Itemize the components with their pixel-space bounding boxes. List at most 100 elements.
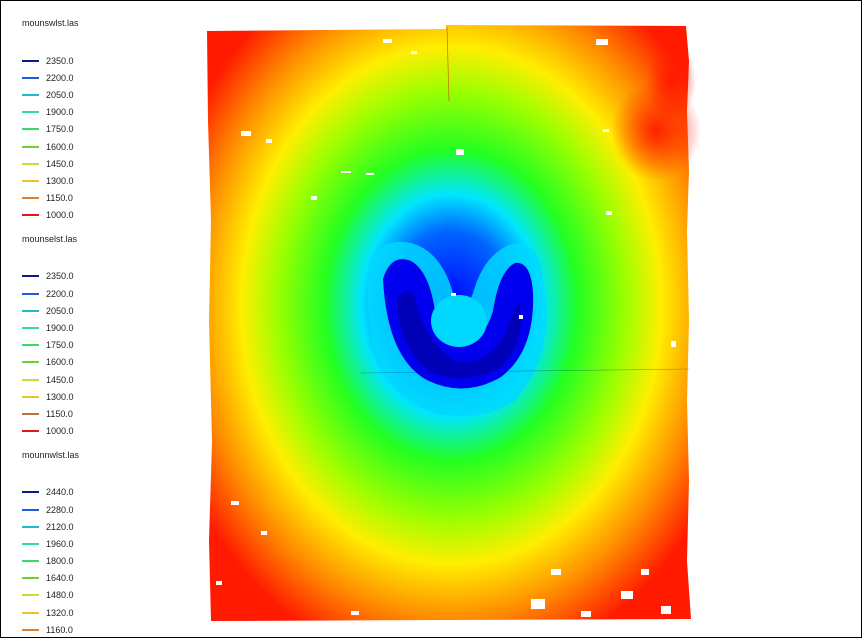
legend-entry: 1900.0	[22, 319, 192, 336]
legend-entry: 1480.0	[22, 587, 192, 604]
legend-value-label: 1600.0	[46, 141, 74, 152]
legend-layer: mounselst.las 2350.0 2200.0 2050.0 1900.0 175…	[22, 233, 192, 440]
central-crater	[431, 295, 487, 347]
legend-value-label: 1450.0	[46, 374, 74, 385]
legend-entry: 1160.0	[22, 621, 192, 637]
legend-value-label: 1000.0	[46, 426, 74, 437]
legend-value-label: 1450.0	[46, 158, 74, 169]
legend-color-swatch	[22, 560, 39, 563]
legend-value-label: 2440.0	[46, 487, 74, 498]
legend-color-swatch	[22, 491, 39, 494]
legend-value-label: 1300.0	[46, 391, 74, 402]
legend-value-label: 1300.0	[46, 175, 74, 186]
legend-entry: 1640.0	[22, 570, 192, 587]
legend-entry: 2440.0	[22, 484, 192, 501]
legend-value-label: 1600.0	[46, 357, 74, 368]
legend-panel: mounswlst.las 2350.0 2200.0 2050.0 1900.0 175…	[22, 17, 192, 637]
legend-entry: 2350.0	[22, 52, 192, 69]
elevation-map[interactable]	[201, 21, 701, 626]
legend-entry: 1960.0	[22, 535, 192, 552]
legend-entry: 1320.0	[22, 604, 192, 621]
legend-layer: mounnwlst.las 2440.0 2280.0 2120.0 1960.0 180…	[22, 449, 192, 637]
legend-entry: 2280.0	[22, 501, 192, 518]
legend-color-swatch	[22, 525, 39, 528]
legend-value-label: 2050.0	[46, 305, 74, 316]
legend-color-swatch	[22, 93, 39, 96]
legend-entry: 1150.0	[22, 190, 192, 207]
legend-entry: 1000.0	[22, 207, 192, 224]
legend-color-swatch	[22, 361, 39, 364]
legend-color-swatch	[22, 179, 39, 182]
legend-color-swatch	[22, 162, 39, 165]
legend-color-swatch	[22, 594, 39, 597]
legend-value-label: 2120.0	[46, 521, 74, 532]
legend-layer-name: mounswlst.las	[22, 18, 79, 28]
elevation-map-canvas	[207, 25, 701, 621]
legend-color-swatch	[22, 395, 39, 398]
legend-color-swatch	[22, 344, 39, 347]
tile-seam-horizontal	[360, 368, 690, 374]
legend-color-swatch	[22, 145, 39, 148]
legend-value-label: 1160.0	[46, 624, 73, 635]
legend-value-label: 1800.0	[46, 556, 74, 567]
legend-color-swatch	[22, 577, 39, 580]
legend-color-swatch	[22, 197, 39, 200]
legend-color-swatch	[22, 59, 39, 62]
legend-color-swatch	[22, 508, 39, 511]
legend-value-label: 2280.0	[46, 504, 74, 515]
legend-entry: 2350.0	[22, 268, 192, 285]
legend-layer: mounswlst.las 2350.0 2200.0 2050.0 1900.0 175…	[22, 17, 192, 224]
legend-color-swatch	[22, 628, 39, 631]
legend-entry: 1800.0	[22, 553, 192, 570]
legend-color-swatch	[22, 111, 39, 114]
legend-layer-name: mounnwlst.las	[22, 449, 80, 460]
legend-entry: 1300.0	[22, 388, 192, 405]
legend-value-label: 1150.0	[46, 193, 73, 204]
legend-color-swatch	[22, 611, 39, 614]
legend-entry: 2200.0	[22, 285, 192, 302]
legend-entry: 1450.0	[22, 155, 192, 172]
legend-value-label: 1750.0	[46, 124, 74, 135]
legend-color-swatch	[22, 542, 39, 545]
legend-value-label: 1000.0	[46, 210, 74, 221]
legend-color-swatch	[22, 128, 39, 131]
legend-value-label: 1480.0	[46, 590, 74, 601]
legend-entry: 1600.0	[22, 138, 192, 155]
legend-value-label: 2350.0	[46, 271, 74, 282]
ne-ridge-2	[646, 41, 696, 121]
legend-entry: 1750.0	[22, 337, 192, 354]
legend-color-swatch	[22, 412, 39, 415]
legend-color-swatch	[22, 76, 39, 79]
legend-entry: 1900.0	[22, 104, 192, 121]
legend-entry: 1300.0	[22, 172, 192, 189]
legend-color-swatch	[22, 430, 39, 433]
tile-seam-vertical	[446, 26, 450, 102]
legend-value-label: 2200.0	[46, 72, 74, 83]
legend-value-label: 2200.0	[46, 288, 74, 299]
legend-color-swatch	[22, 378, 39, 381]
legend-color-swatch	[22, 214, 39, 217]
legend-entry: 2050.0	[22, 86, 192, 103]
legend-entry: 1150.0	[22, 405, 192, 422]
legend-value-label: 1900.0	[46, 107, 74, 118]
legend-value-label: 1960.0	[46, 538, 74, 549]
legend-value-label: 1900.0	[46, 323, 74, 334]
legend-entry: 2050.0	[22, 302, 192, 319]
legend-entry: 1000.0	[22, 423, 192, 440]
legend-layer-name: mounselst.las	[22, 233, 78, 244]
data-gaps	[216, 39, 676, 617]
legend-value-label: 1320.0	[46, 607, 74, 618]
legend-color-swatch	[22, 292, 39, 295]
legend-value-label: 1750.0	[46, 340, 74, 351]
legend-value-label: 2050.0	[46, 89, 74, 100]
legend-entry: 1750.0	[22, 121, 192, 138]
summit-core	[397, 290, 521, 379]
legend-entry: 1450.0	[22, 371, 192, 388]
legend-color-swatch	[22, 309, 39, 312]
legend-value-label: 1640.0	[46, 573, 74, 584]
legend-entry: 2200.0	[22, 69, 192, 86]
legend-entry: 1600.0	[22, 354, 192, 371]
legend-value-label: 1150.0	[46, 408, 73, 419]
legend-color-swatch	[22, 327, 39, 330]
